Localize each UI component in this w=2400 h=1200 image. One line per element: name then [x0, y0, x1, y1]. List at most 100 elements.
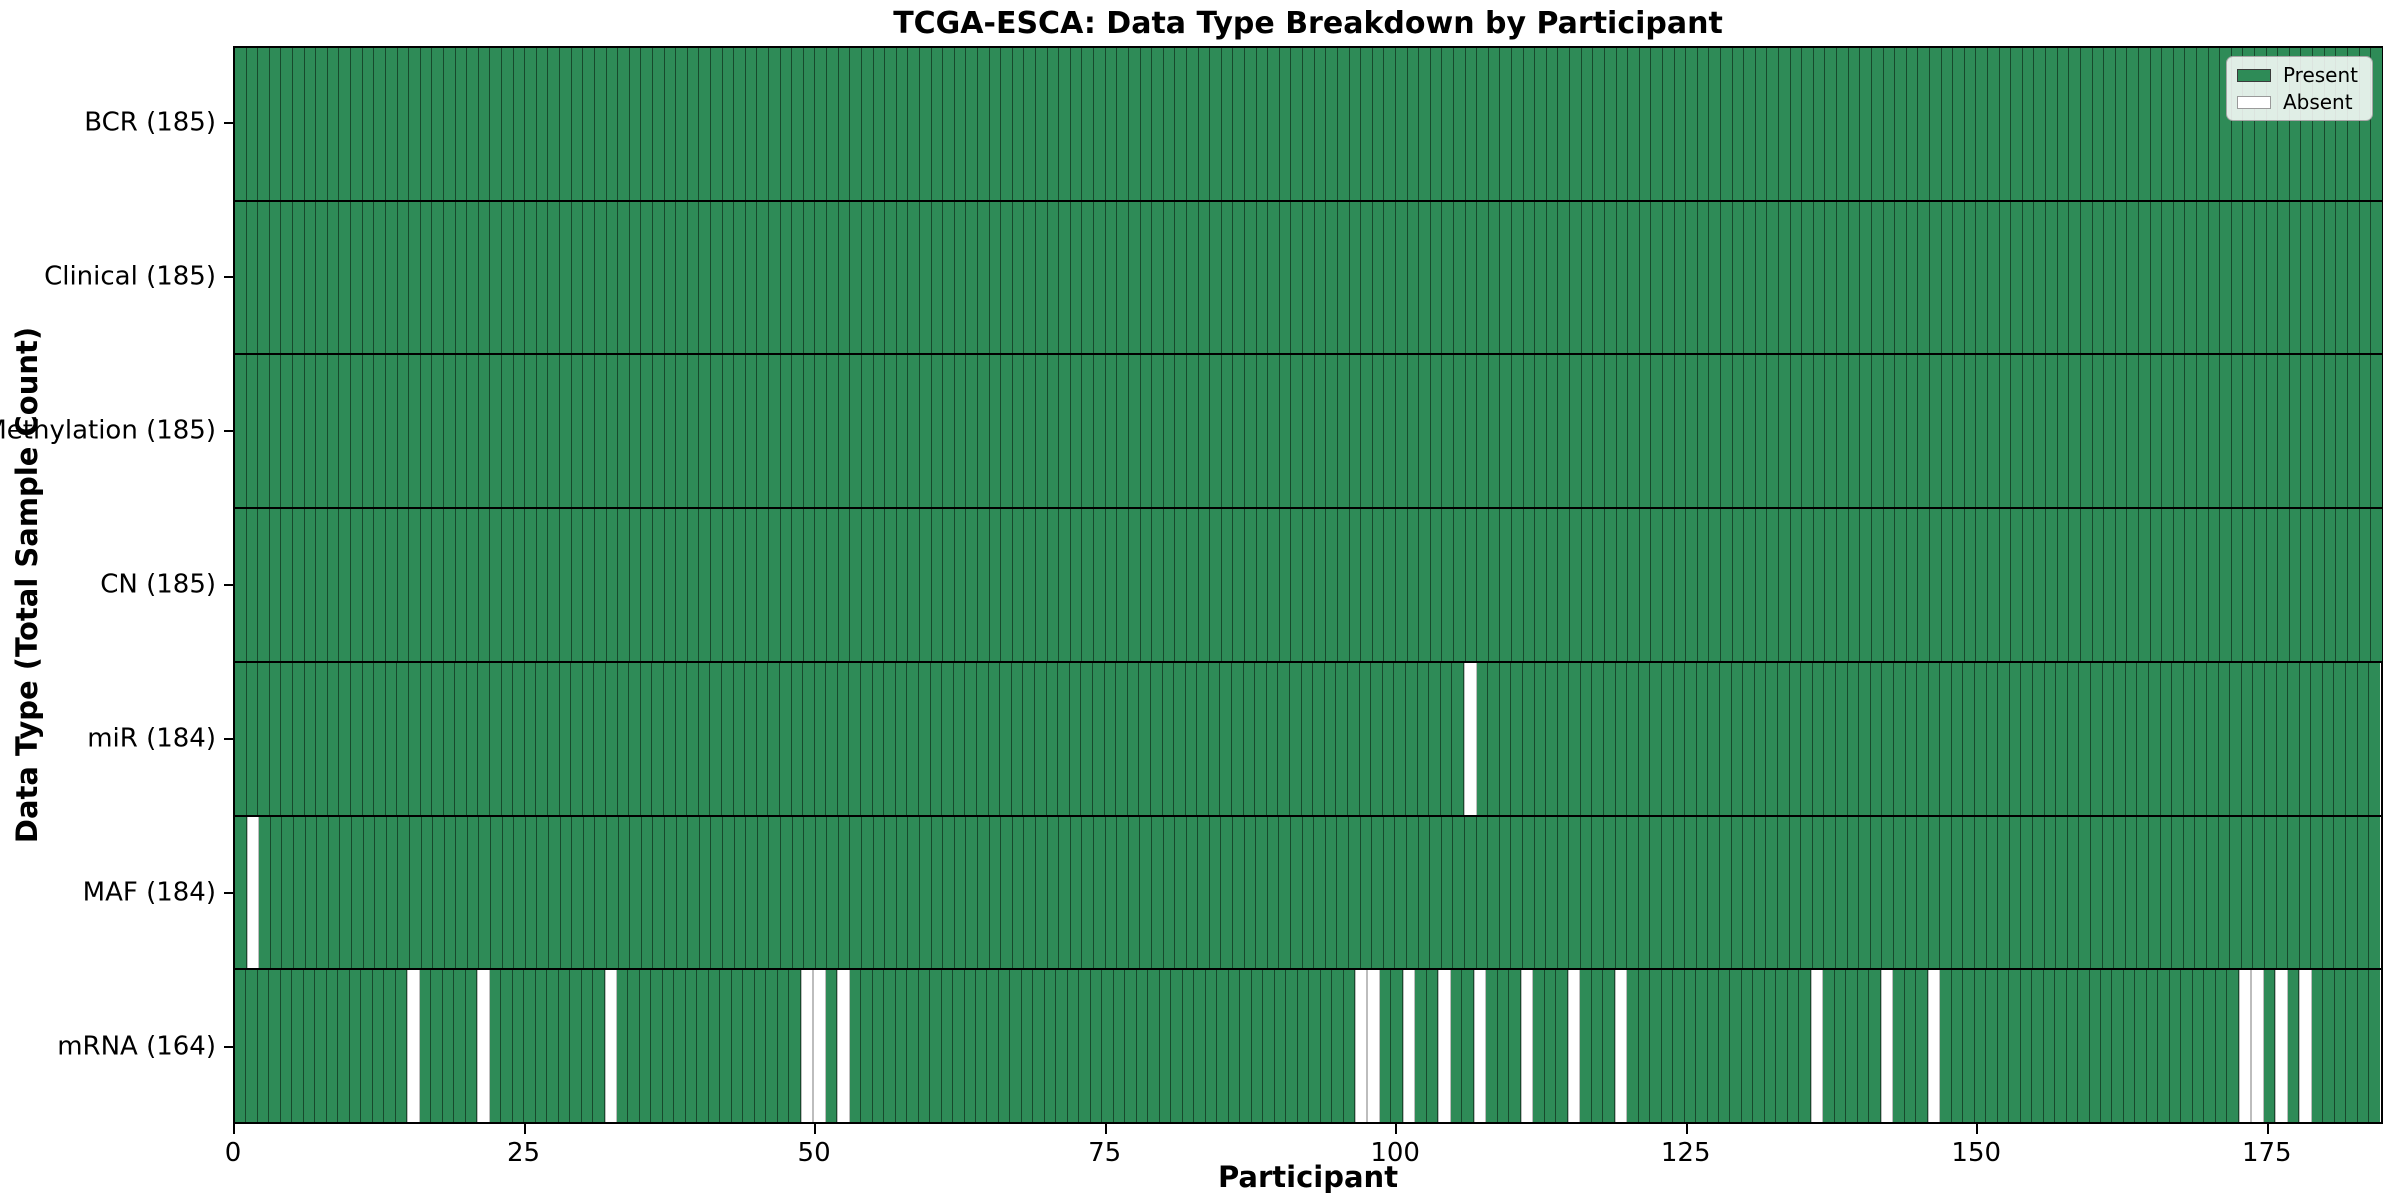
heatmap-cell — [1047, 201, 1060, 354]
heatmap-cell — [420, 509, 433, 661]
heatmap-cell — [1686, 48, 1698, 200]
heatmap-cell — [687, 48, 700, 200]
heatmap-cell — [1533, 970, 1545, 1123]
heatmap-cell — [1221, 816, 1234, 969]
heatmap-cell — [2057, 509, 2070, 661]
heatmap-cell — [2220, 509, 2232, 661]
heatmap-cell — [1175, 509, 1187, 661]
heatmap-cell — [1233, 509, 1246, 661]
heatmap-cell — [1927, 970, 1941, 1123]
heatmap-cell — [1651, 201, 1663, 354]
heatmap-cell — [594, 48, 607, 200]
heatmap-cell — [1081, 662, 1093, 815]
heatmap-cell — [1221, 201, 1234, 354]
heatmap-cell — [409, 355, 421, 508]
heatmap-cell — [1593, 355, 1605, 508]
heatmap-cell — [908, 48, 920, 200]
heatmap-row-Clinical — [235, 199, 2382, 354]
heatmap-cell — [431, 970, 443, 1123]
heatmap-cell — [1767, 355, 1780, 508]
heatmap-cell — [2371, 509, 2382, 661]
heatmap-cell — [1662, 48, 1675, 200]
heatmap-cell — [1685, 662, 1697, 815]
heatmap-cell — [583, 201, 595, 354]
heatmap-cell — [2067, 816, 2080, 969]
heatmap-cell — [467, 48, 479, 200]
heatmap-cell — [1604, 509, 1617, 661]
heatmap-cell — [954, 816, 967, 969]
heatmap-cell — [1673, 970, 1685, 1123]
heatmap-cell — [281, 509, 294, 661]
heatmap-cell — [2034, 48, 2047, 200]
heatmap-cell — [1036, 509, 1048, 661]
heatmap-cell — [2369, 816, 2380, 969]
heatmap-cell — [1835, 816, 1848, 969]
heatmap-cell — [235, 970, 247, 1123]
heatmap-cell — [1290, 662, 1302, 815]
heatmap-cell — [1070, 201, 1083, 354]
heatmap-cell — [304, 355, 317, 508]
heatmap-cell — [2160, 816, 2173, 969]
heatmap-cell — [2162, 355, 2174, 508]
heatmap-cell — [2288, 816, 2300, 969]
heatmap-cell — [2334, 662, 2347, 815]
heatmap-cell — [235, 201, 247, 354]
heatmap-cell — [409, 201, 421, 354]
heatmap-cell — [1360, 816, 1373, 969]
heatmap-cell — [2022, 509, 2035, 661]
heatmap-cell — [2021, 816, 2034, 969]
heatmap-cell — [2243, 509, 2256, 661]
heatmap-cell — [317, 816, 329, 969]
heatmap-cell — [931, 816, 944, 969]
heatmap-cell — [1639, 509, 1652, 661]
heatmap-cell — [2322, 662, 2335, 815]
heatmap-cell — [1732, 48, 1745, 200]
heatmap-cell — [792, 816, 805, 969]
heatmap-cell — [1570, 509, 1582, 661]
heatmap-cell — [2055, 970, 2067, 1123]
heatmap-cell — [1744, 509, 1756, 661]
heatmap-cell — [1802, 48, 1814, 200]
heatmap-cell — [327, 201, 340, 354]
heatmap-cell — [292, 662, 305, 815]
heatmap-cell — [2220, 355, 2232, 508]
heatmap-cell — [570, 970, 582, 1123]
heatmap-cell — [943, 201, 955, 354]
heatmap-cell — [838, 48, 851, 200]
heatmap-cell — [1685, 816, 1697, 969]
heatmap-cell — [292, 970, 304, 1123]
heatmap-cell — [652, 201, 665, 354]
heatmap-cell — [908, 201, 920, 354]
heatmap-cell — [1011, 662, 1024, 815]
heatmap-cell — [2127, 48, 2139, 200]
heatmap-cell — [1988, 48, 2000, 200]
heatmap-cell — [606, 662, 618, 815]
heatmap-cell — [1000, 662, 1012, 815]
heatmap-cell — [1332, 970, 1344, 1123]
heatmap-cell — [1023, 662, 1035, 815]
heatmap-cell — [362, 662, 375, 815]
heatmap-cell — [1245, 355, 1257, 508]
heatmap-cell — [1953, 48, 1965, 200]
heatmap-cell — [1859, 816, 1871, 969]
heatmap-cell — [1426, 970, 1439, 1123]
heatmap-cell — [1047, 48, 1060, 200]
heatmap-cell — [432, 201, 444, 354]
heatmap-cell — [1999, 509, 2012, 661]
heatmap-cell — [502, 816, 515, 969]
heatmap-cell — [629, 48, 642, 200]
heatmap-cell — [653, 816, 665, 969]
heatmap-cell — [281, 201, 294, 354]
heatmap-cell — [676, 201, 688, 354]
heatmap-cell — [652, 509, 665, 661]
heatmap-cell — [954, 355, 967, 508]
heatmap-cell — [1379, 970, 1392, 1123]
heatmap-cell — [1929, 355, 1942, 508]
heatmap-cell — [1801, 816, 1813, 969]
heatmap-cell — [1221, 355, 1234, 508]
heatmap-cell — [803, 201, 816, 354]
heatmap-cell — [2115, 48, 2128, 200]
heatmap-cell — [757, 48, 770, 200]
heatmap-cell — [604, 970, 617, 1123]
heatmap-cell — [2255, 509, 2267, 661]
